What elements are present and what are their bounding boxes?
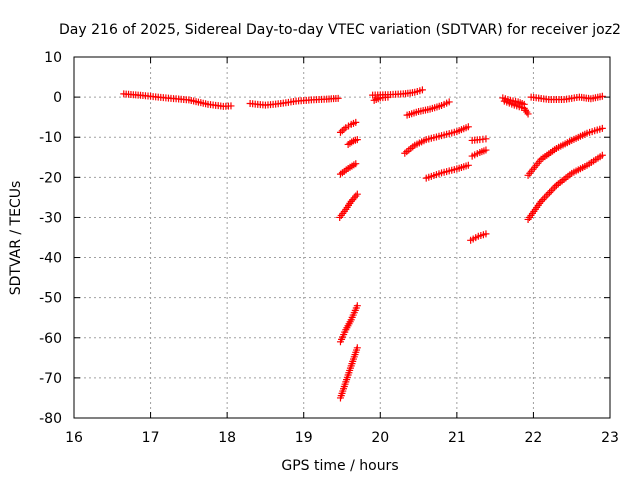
data-point (350, 194, 358, 202)
data-point (547, 187, 555, 195)
x-tick-label: 18 (218, 430, 236, 446)
y-tick-label: -30 (39, 210, 62, 226)
y-tick-label: -70 (39, 371, 62, 387)
data-point (353, 344, 361, 352)
x-tick-label: 20 (371, 430, 389, 446)
series-arc-1 (120, 90, 235, 110)
x-tick-label: 21 (448, 430, 466, 446)
x-axis-label: GPS time / hours (281, 458, 398, 474)
y-tick-label: 0 (53, 90, 62, 106)
data-point (352, 118, 360, 126)
series-arc-14 (468, 135, 490, 144)
data-point (227, 102, 235, 110)
series-arc-6 (336, 190, 361, 221)
data-point (352, 192, 360, 200)
series-arc-15 (468, 146, 490, 160)
series-arc-21 (524, 151, 606, 223)
data-point (482, 230, 490, 238)
series-arc-16 (467, 230, 490, 244)
data-point (544, 190, 552, 198)
x-tick-label: 19 (295, 430, 313, 446)
data-points (120, 86, 606, 402)
data-point (598, 151, 606, 159)
y-tick-label: -20 (39, 170, 62, 186)
data-point (353, 302, 361, 310)
data-point (539, 196, 547, 204)
data-point (336, 128, 344, 136)
x-tick-label: 22 (525, 430, 543, 446)
series-arc-18 (500, 97, 532, 118)
series-arc-7 (336, 302, 361, 346)
y-axis-label: SDTVAR / TECUs (8, 181, 24, 296)
data-point (549, 185, 557, 193)
plot-frame (73, 56, 611, 419)
data-point (334, 94, 342, 102)
x-tick-label: 23 (601, 430, 619, 446)
data-point (546, 188, 554, 196)
data-point (338, 127, 346, 135)
series-arc-17 (499, 94, 528, 108)
data-point (445, 98, 453, 106)
x-tick-label: 16 (65, 430, 83, 446)
data-point (340, 125, 348, 133)
y-tick-label: -10 (39, 130, 62, 146)
x-tick-label: 17 (142, 430, 160, 446)
series-arc-12 (401, 123, 472, 157)
data-point (542, 192, 550, 200)
series-arc-2 (246, 94, 342, 109)
chart-title: Day 216 of 2025, Sidereal Day-to-day VTE… (59, 22, 621, 38)
data-point (384, 93, 392, 101)
data-point (482, 135, 490, 143)
series-arc-5 (336, 160, 360, 178)
series-arc-19 (527, 92, 606, 104)
series-arc-13 (422, 161, 472, 182)
data-point (464, 123, 472, 131)
series-arc-8 (336, 344, 361, 402)
series-arc-10 (370, 93, 392, 104)
axis-ticks: 16 17 18 19 20 21 22 23 10 0 -10 -20 -30 -40 -50 -60 -70… (39, 50, 619, 446)
series-arc-3 (336, 118, 360, 136)
data-point (353, 136, 361, 144)
y-tick-label: -60 (39, 331, 62, 347)
y-tick-label: -40 (39, 251, 62, 267)
data-point (482, 146, 490, 154)
data-point (524, 110, 532, 118)
data-point (540, 194, 548, 202)
series-arc-4 (344, 136, 361, 148)
y-tick-label: 10 (44, 50, 62, 66)
data-point (352, 160, 360, 168)
data-point (418, 86, 426, 94)
data-point (598, 124, 606, 132)
data-point (353, 190, 361, 198)
data-point (598, 92, 606, 100)
data-point (464, 161, 472, 169)
series-arc-20 (524, 124, 606, 179)
y-tick-label: -80 (39, 411, 62, 427)
series-arc-11 (403, 98, 453, 119)
data-point (551, 183, 559, 191)
grid (74, 57, 610, 418)
y-tick-label: -50 (39, 291, 62, 307)
